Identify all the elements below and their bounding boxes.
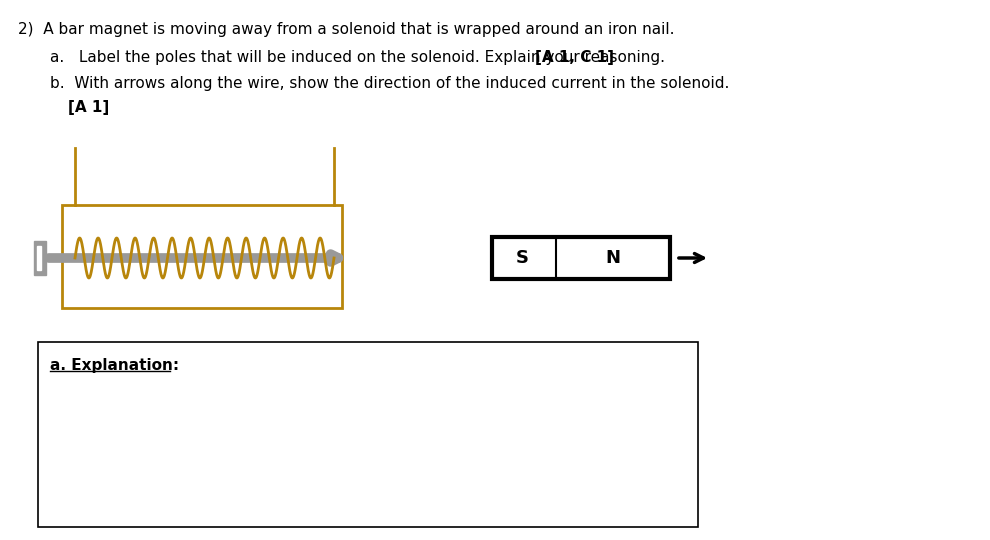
Text: N: N (606, 249, 621, 267)
Text: b.  With arrows along the wire, show the direction of the induced current in the: b. With arrows along the wire, show the … (50, 76, 730, 91)
Bar (34, 241, 46, 275)
Text: a.   Label the poles that will be induced on the solenoid. Explain your reasonin: a. Label the poles that will be induced … (50, 50, 670, 65)
Text: 2)  A bar magnet is moving away from a solenoid that is wrapped around an iron n: 2) A bar magnet is moving away from a so… (18, 22, 674, 37)
Text: S: S (516, 249, 529, 267)
Bar (38, 342, 698, 527)
Text: [A 1]: [A 1] (68, 100, 109, 115)
Bar (62, 205, 342, 308)
Bar (492, 237, 670, 279)
Bar (37, 246, 41, 270)
Text: [A 1, C 1]: [A 1, C 1] (535, 50, 614, 65)
Text: a. Explanation:: a. Explanation: (50, 358, 179, 373)
